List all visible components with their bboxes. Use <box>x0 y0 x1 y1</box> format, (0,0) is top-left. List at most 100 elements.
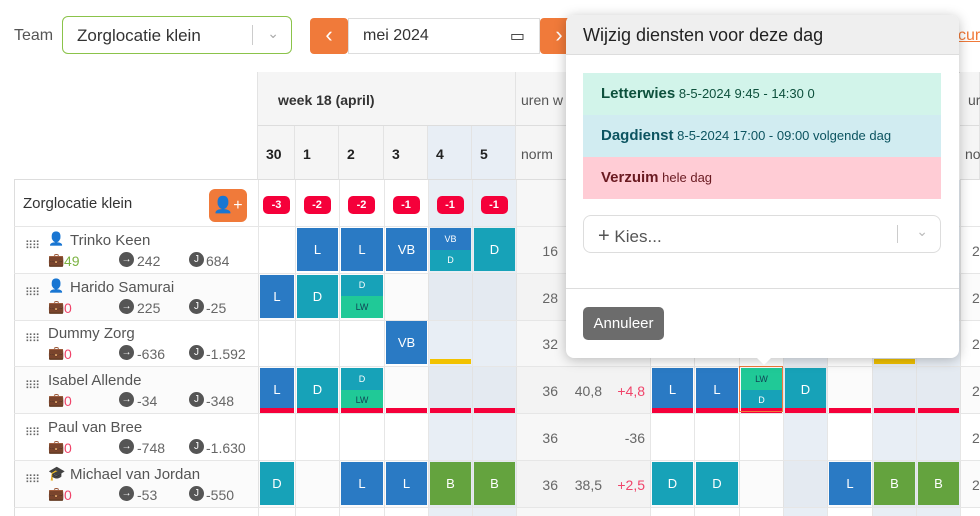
shift-block-vb[interactable]: VB <box>386 228 427 271</box>
employee-row <box>14 274 980 321</box>
drag-handle-icon[interactable]: ⠿⠿ <box>25 240 40 252</box>
day-number: 3 <box>392 146 400 162</box>
absence-bar <box>474 408 515 414</box>
vacation-balance: 0 <box>64 299 72 316</box>
next-week-norm: 2 <box>972 429 980 446</box>
suitcase-icon: 💼 <box>48 485 65 501</box>
suitcase-icon: 💼 <box>48 252 65 267</box>
worked-hours: 40,8 <box>574 383 602 400</box>
shift-block-d[interactable]: D <box>474 228 515 271</box>
day-number: 2 <box>347 146 355 162</box>
user-plus-icon: 👤 <box>48 277 65 293</box>
worked-hours: 38,5 <box>574 476 602 493</box>
shift-block-d[interactable]: D <box>260 461 294 505</box>
day-header-cell <box>339 126 384 180</box>
prev-month-button[interactable]: ‹ <box>310 18 348 54</box>
column-divider <box>516 180 517 516</box>
shift-block-b[interactable]: B <box>430 461 471 505</box>
shift-block-d[interactable]: D <box>696 461 738 505</box>
shift-block-vb[interactable]: VB <box>386 321 427 365</box>
shift-block-d[interactable]: D <box>785 368 826 412</box>
shift-entry-name: Letterwies <box>601 85 676 102</box>
day-number: 30 <box>266 146 282 162</box>
shift-select[interactable]: + Kies... ⌄ <box>583 215 941 253</box>
next-week-norm: 2 <box>972 289 980 306</box>
shift-block-l[interactable]: L <box>386 461 427 505</box>
employee-name[interactable]: Harido Samurai <box>70 278 175 296</box>
shift-block-b[interactable]: B <box>474 461 515 505</box>
vacation-balance: 0 <box>64 439 72 456</box>
employee-name[interactable]: Paul van Bree <box>48 418 143 436</box>
team-label: Team <box>14 27 54 44</box>
uren-label: uren w <box>521 92 564 108</box>
calendar-icon[interactable]: ▭ <box>509 28 525 45</box>
shift-block-d[interactable]: D <box>430 249 471 271</box>
shift-block-l[interactable]: L <box>341 461 383 505</box>
shift-entry[interactable]: Letterwies 8-5-2024 9:45 - 14:30 0 <box>583 73 941 115</box>
shift-block-lw[interactable]: LW <box>341 296 383 318</box>
drag-handle-icon[interactable]: ⠿⠿ <box>25 380 40 393</box>
absence-bar <box>386 408 427 414</box>
hours-balance: 225 <box>137 299 161 316</box>
shift-block-d[interactable]: D <box>741 389 782 412</box>
next-week-norm: 2 <box>972 476 980 493</box>
drag-handle-icon[interactable]: ⠿⠿ <box>25 333 40 346</box>
drag-handle-icon[interactable]: ⠿⠿ <box>25 473 40 486</box>
shift-block-l[interactable]: L <box>297 228 338 271</box>
shift-entry[interactable]: Dagdienst 8-5-2024 17:00 - 09:00 volgend… <box>583 115 941 157</box>
shift-block-l[interactable]: L <box>260 368 294 412</box>
shortage-badge: -1 <box>480 196 508 214</box>
shift-block-d[interactable]: D <box>341 368 383 390</box>
month-input[interactable]: mei 2024 ▭ <box>348 18 540 54</box>
employee-name[interactable]: Michael van Jordan <box>70 465 201 483</box>
arrow-in-icon: → <box>119 392 134 408</box>
shift-block-d[interactable]: D <box>341 274 383 297</box>
employee-name[interactable]: Isabel Allende <box>48 372 142 390</box>
year-icon: J <box>189 485 204 501</box>
employee-row <box>14 367 980 415</box>
shift-block-lw[interactable]: LW <box>341 389 383 412</box>
team-select[interactable]: Zorglocatie klein ⌄ <box>62 16 292 54</box>
shift-block-d[interactable]: D <box>297 368 338 412</box>
shift-block-l[interactable]: L <box>260 274 294 318</box>
group-name: Zorglocatie klein <box>23 195 133 212</box>
employee-row <box>14 414 980 461</box>
week-header <box>258 72 516 126</box>
add-employee-button[interactable]: 👤+ <box>209 189 247 222</box>
shift-entry[interactable]: Verzuim hele dag <box>583 157 941 199</box>
hours-difference: +4,8 <box>617 383 645 400</box>
current-link[interactable]: cur <box>958 27 980 44</box>
shift-block-l[interactable]: L <box>341 228 383 271</box>
column-divider <box>472 180 473 516</box>
year-balance: -348 <box>206 393 235 410</box>
norm-value: 36 <box>542 383 558 400</box>
employee-name[interactable]: Dummy Zorg <box>48 325 135 343</box>
shift-block-l[interactable]: L <box>652 368 693 412</box>
shift-block-d[interactable]: D <box>652 461 693 505</box>
norm-label-right: no <box>965 146 980 162</box>
absence-bar <box>341 408 383 414</box>
shift-block-l[interactable]: L <box>829 461 871 505</box>
uren-label-right: ur <box>968 92 980 108</box>
shift-select-placeholder: Kies... <box>614 227 662 246</box>
shift-block-l[interactable]: L <box>696 368 738 412</box>
shift-block-vb[interactable]: VB <box>430 228 471 250</box>
shift-block-d[interactable]: D <box>297 274 338 318</box>
selected-day-cell[interactable] <box>739 366 783 412</box>
day-number: 5 <box>480 146 488 162</box>
suitcase-icon: 💼 <box>48 345 65 361</box>
hours-balance: -748 <box>137 439 166 456</box>
employee-name[interactable]: Trinko Keen <box>70 232 151 249</box>
year-icon: J <box>189 392 204 408</box>
divider <box>897 225 898 243</box>
drag-handle-icon[interactable]: ⠿⠿ <box>25 426 40 439</box>
shift-block-b[interactable]: B <box>874 461 915 505</box>
cancel-button[interactable]: Annuleer <box>583 307 664 340</box>
drag-handle-icon[interactable]: ⠿⠿ <box>25 286 40 299</box>
year-balance: -1.630 <box>206 439 246 456</box>
shortage-badge: -2 <box>303 196 331 214</box>
edit-shifts-modal: Wijzig diensten voor deze dag Letterwies… <box>566 15 959 358</box>
divider <box>566 288 959 289</box>
shift-block-lw[interactable]: LW <box>741 368 782 390</box>
shift-block-b[interactable]: B <box>918 461 959 505</box>
